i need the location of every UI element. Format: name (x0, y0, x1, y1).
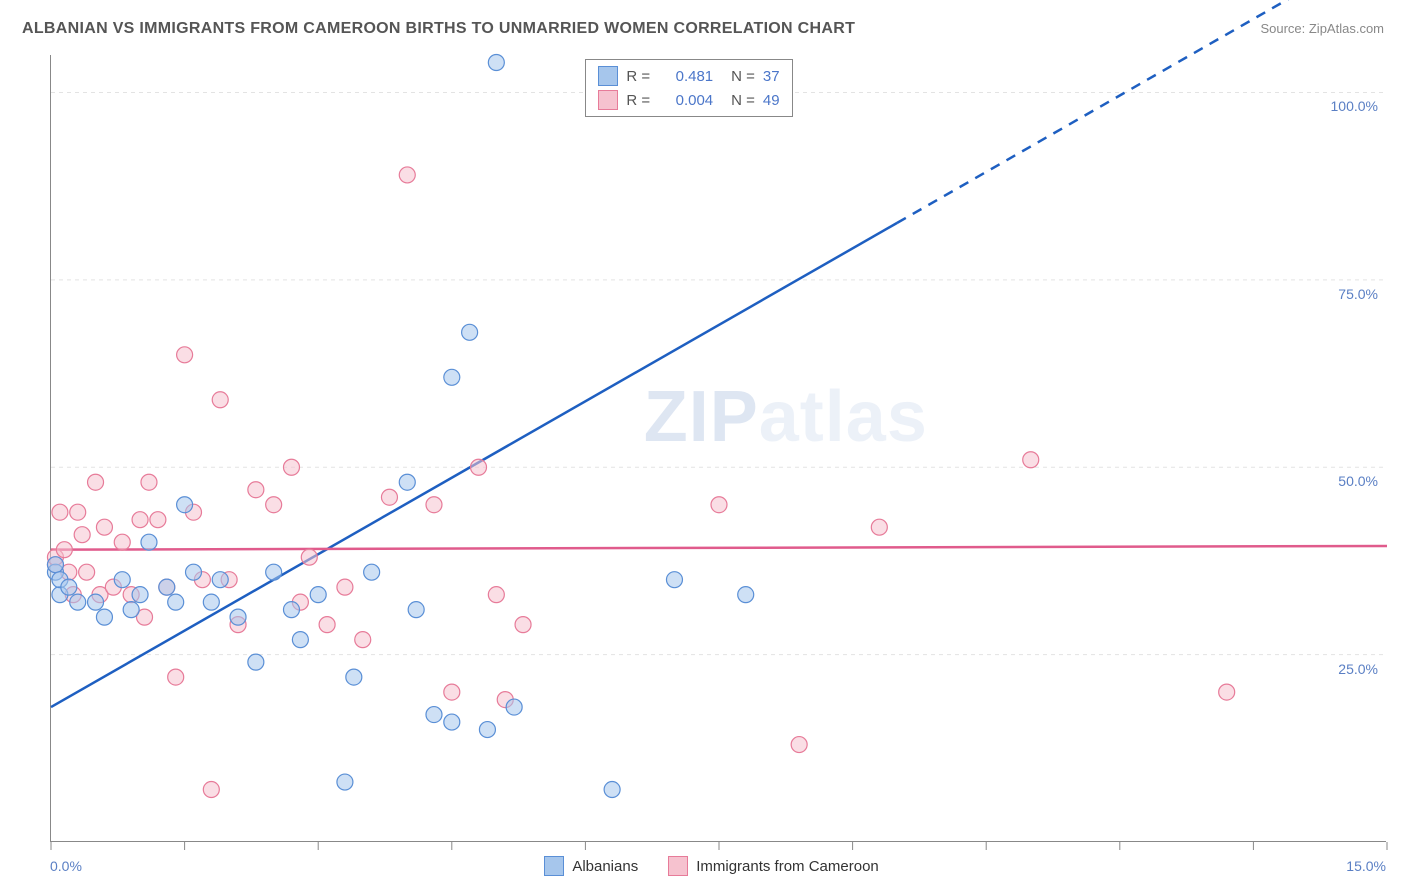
legend-series-name: Albanians (572, 858, 638, 875)
x-tick-label: 0.0% (50, 858, 82, 874)
legend-n-value: 37 (763, 68, 780, 85)
y-tick-label: 100.0% (1331, 98, 1378, 114)
legend-stats-row: R = 0.004 N = 49 (598, 88, 779, 112)
chart-area: ZIPatlas R =0.481N =37R =0.004N =49 (50, 55, 1386, 842)
legend-stats-box: R = 0.481 N = 37 R = 0.004 N = 49 (585, 59, 792, 117)
scatter-plot (51, 55, 1386, 841)
legend-bottom-item: Immigrants from Cameroon (668, 856, 879, 876)
x-tick-label: 15.0% (1346, 858, 1386, 874)
legend-r-label: R = (626, 68, 650, 85)
legend-n-label: N = (731, 92, 755, 109)
legend-swatch (598, 90, 618, 110)
legend-bottom: Albanians Immigrants from Cameroon (544, 856, 878, 876)
legend-bottom-item: Albanians (544, 856, 638, 876)
legend-series-name: Immigrants from Cameroon (696, 858, 879, 875)
y-tick-label: 50.0% (1338, 473, 1378, 489)
legend-r-value: 0.481 (658, 68, 713, 85)
legend-swatch (544, 856, 564, 876)
legend-n-value: 49 (763, 92, 780, 109)
legend-stats-row: R = 0.481 N = 37 (598, 64, 779, 88)
chart-title: ALBANIAN VS IMMIGRANTS FROM CAMEROON BIR… (22, 20, 855, 38)
source-label: Source: ZipAtlas.com (1260, 21, 1384, 36)
y-tick-label: 25.0% (1338, 661, 1378, 677)
y-tick-label: 75.0% (1338, 286, 1378, 302)
legend-r-label: R = (626, 92, 650, 109)
legend-swatch (668, 856, 688, 876)
legend-r-value: 0.004 (658, 92, 713, 109)
legend-n-label: N = (731, 68, 755, 85)
legend-swatch (598, 66, 618, 86)
